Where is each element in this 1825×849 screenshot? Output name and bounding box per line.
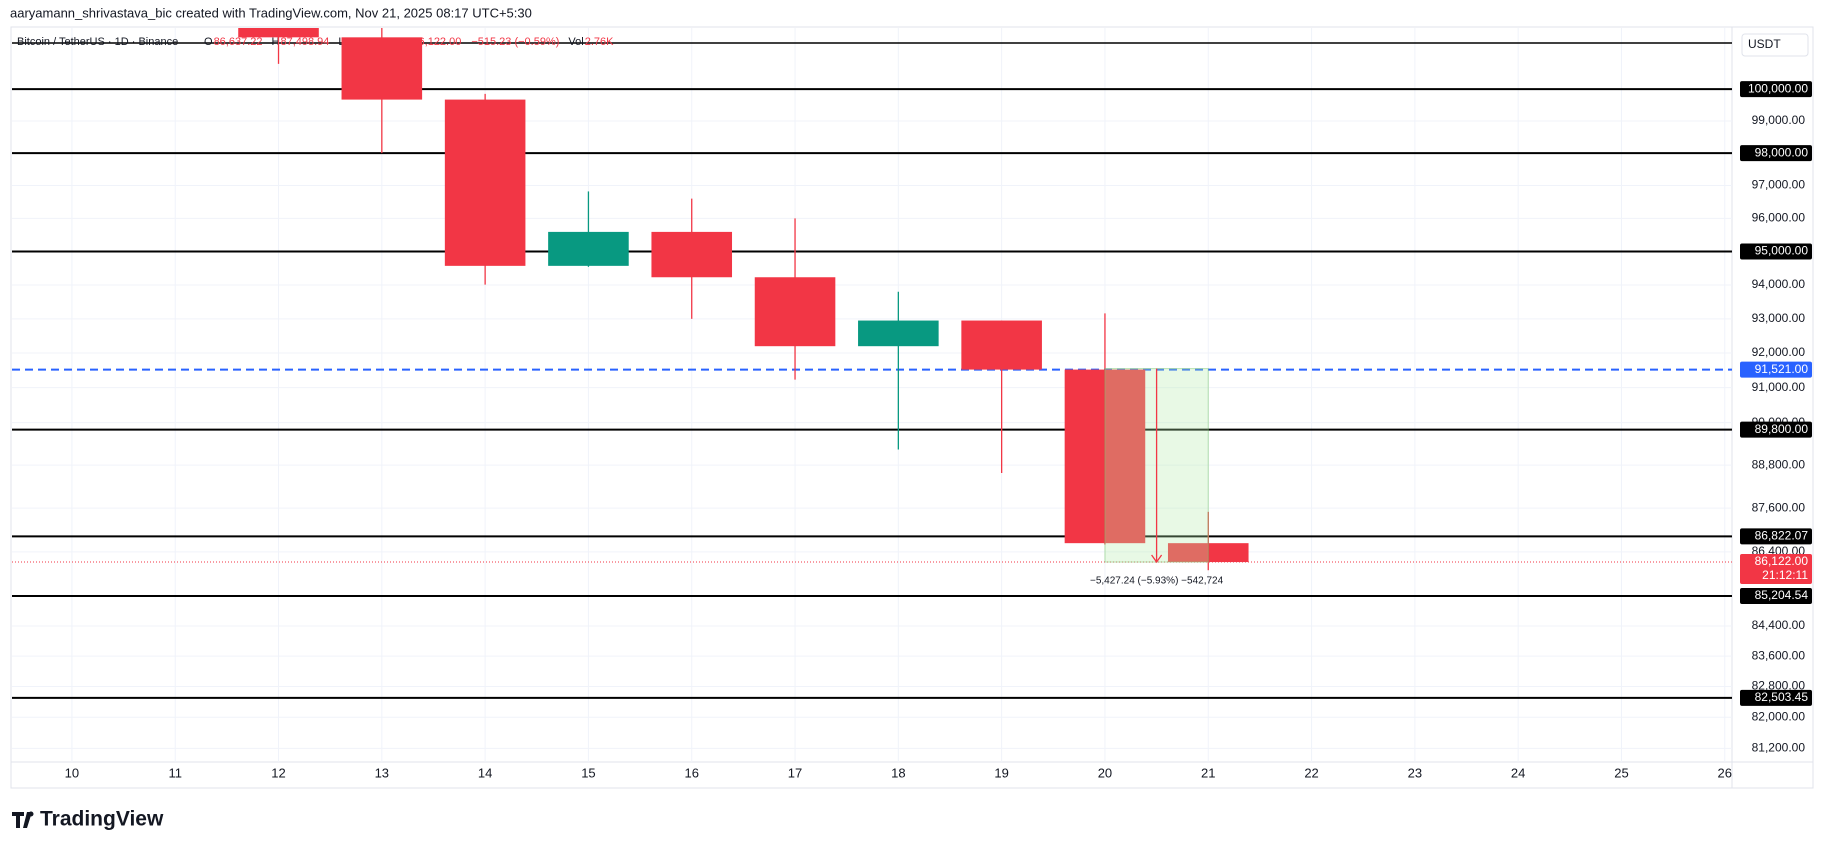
- y-tick-label: 84,400.00: [1752, 618, 1806, 632]
- level-label: 89,800.00: [1755, 422, 1809, 436]
- candle-body: [548, 231, 629, 266]
- legend: Bitcoin / TetherUS · 1D · Binance O 86,637…: [17, 36, 614, 48]
- y-tick-label: 97,000.00: [1752, 178, 1806, 192]
- legend-value: 87,498.94: [280, 36, 329, 48]
- legend-key: Vol: [568, 36, 583, 48]
- y-tick-label: 96,000.00: [1752, 211, 1806, 225]
- x-tick-label: 13: [375, 765, 389, 780]
- legend-value: 86,122.00: [412, 36, 461, 48]
- candles: [238, 28, 1249, 571]
- legend-value: −515.23 (−0.59%): [471, 36, 559, 48]
- x-tick-label: 10: [65, 765, 79, 780]
- x-tick-label: 24: [1511, 765, 1525, 780]
- measure-arrowhead: [1151, 554, 1163, 564]
- legend-value: 2.76K: [585, 36, 614, 48]
- y-tick-label: 99,000.00: [1752, 113, 1806, 127]
- level-label: 86,822.07: [1755, 529, 1809, 543]
- legend-key: L: [338, 36, 344, 48]
- x-tick-label: 11: [168, 765, 182, 780]
- x-tick-label: 16: [685, 765, 699, 780]
- logo-dot: [28, 811, 34, 817]
- x-tick-label: 19: [994, 765, 1008, 780]
- last-price-box: [1740, 554, 1812, 585]
- level-label: 95,000.00: [1755, 244, 1809, 258]
- level-box: [1740, 145, 1812, 162]
- x-tick-label: 20: [1098, 765, 1112, 780]
- y-tick-label: 93,000.00: [1752, 311, 1806, 325]
- y-tick-label: 83,600.00: [1752, 648, 1806, 662]
- y-tick-label: 82,000.00: [1752, 709, 1806, 723]
- legend-key: O: [204, 36, 213, 48]
- candle-body: [444, 99, 526, 266]
- level-box: [1740, 689, 1812, 706]
- alert-box: [1740, 361, 1812, 378]
- candle-body: [858, 320, 939, 347]
- measure-label: −5,427.24 (−5.93%) −542,724: [1090, 576, 1224, 587]
- logo: [12, 812, 32, 828]
- level-box: [1740, 528, 1812, 545]
- x-tick-label: 26: [1718, 765, 1732, 780]
- level-label: 82,503.45: [1755, 690, 1809, 704]
- legend-key: H: [272, 36, 280, 48]
- level-box: [1740, 243, 1812, 260]
- y-tick-label: 88,800.00: [1752, 457, 1806, 471]
- symbol: Bitcoin / TetherUS · 1D · Binance: [17, 36, 178, 48]
- x-tick-label: 18: [891, 765, 905, 780]
- brand-name: TradingView: [40, 808, 164, 831]
- brand: TradingView: [12, 808, 164, 831]
- level-label: 98,000.00: [1755, 145, 1809, 159]
- alert-label: 91,521.00: [1755, 362, 1809, 376]
- candle-body: [341, 37, 423, 100]
- x-tick-label: 21: [1201, 765, 1215, 780]
- y-tick-label: 91,000.00: [1752, 380, 1806, 394]
- x-tick-label: 14: [478, 765, 492, 780]
- level-box: [1740, 587, 1812, 604]
- level-label: 85,204.54: [1755, 588, 1809, 602]
- y-tick-label: 92,000.00: [1752, 345, 1806, 359]
- candle-body: [238, 28, 319, 38]
- y-tick-label: 94,000.00: [1752, 277, 1806, 291]
- levels: [12, 42, 1732, 699]
- candle-body: [961, 320, 1042, 370]
- currency: USDT: [1748, 37, 1781, 51]
- x-tick-label: 15: [581, 765, 595, 780]
- measure-tool: −5,427.24 (−5.93%) −542,724: [1090, 368, 1224, 587]
- y-tick-label: 82,800.00: [1752, 679, 1806, 693]
- last-price-label: 86,122.00: [1755, 554, 1809, 568]
- x-tick-label: 12: [271, 765, 285, 780]
- level-box: [1740, 81, 1812, 98]
- frame: [10, 26, 1814, 789]
- legend-value: 86,637.22: [214, 36, 263, 48]
- x-tick-label: 23: [1408, 765, 1422, 780]
- y-tick-label: 87,600.00: [1752, 500, 1806, 514]
- level-label: 100,000.00: [1748, 81, 1808, 95]
- candle-body: [651, 231, 733, 278]
- candle-body: [754, 277, 836, 347]
- currency-box: [1741, 33, 1809, 57]
- level-box: [1740, 421, 1812, 438]
- countdown: 21:12:11: [1762, 568, 1808, 582]
- y-tick-label: 81,200.00: [1752, 740, 1806, 754]
- price-axis: 10 11 12 13 14 15 16 17 18 19 20 21 22 23 24 25 26 99,000…: [65, 33, 1812, 780]
- attribution: aaryamann_shrivastava_bic created with T…: [10, 5, 532, 20]
- x-tick-label: 22: [1304, 765, 1318, 780]
- x-tick-label: 17: [788, 765, 802, 780]
- x-tick-label: 25: [1614, 765, 1628, 780]
